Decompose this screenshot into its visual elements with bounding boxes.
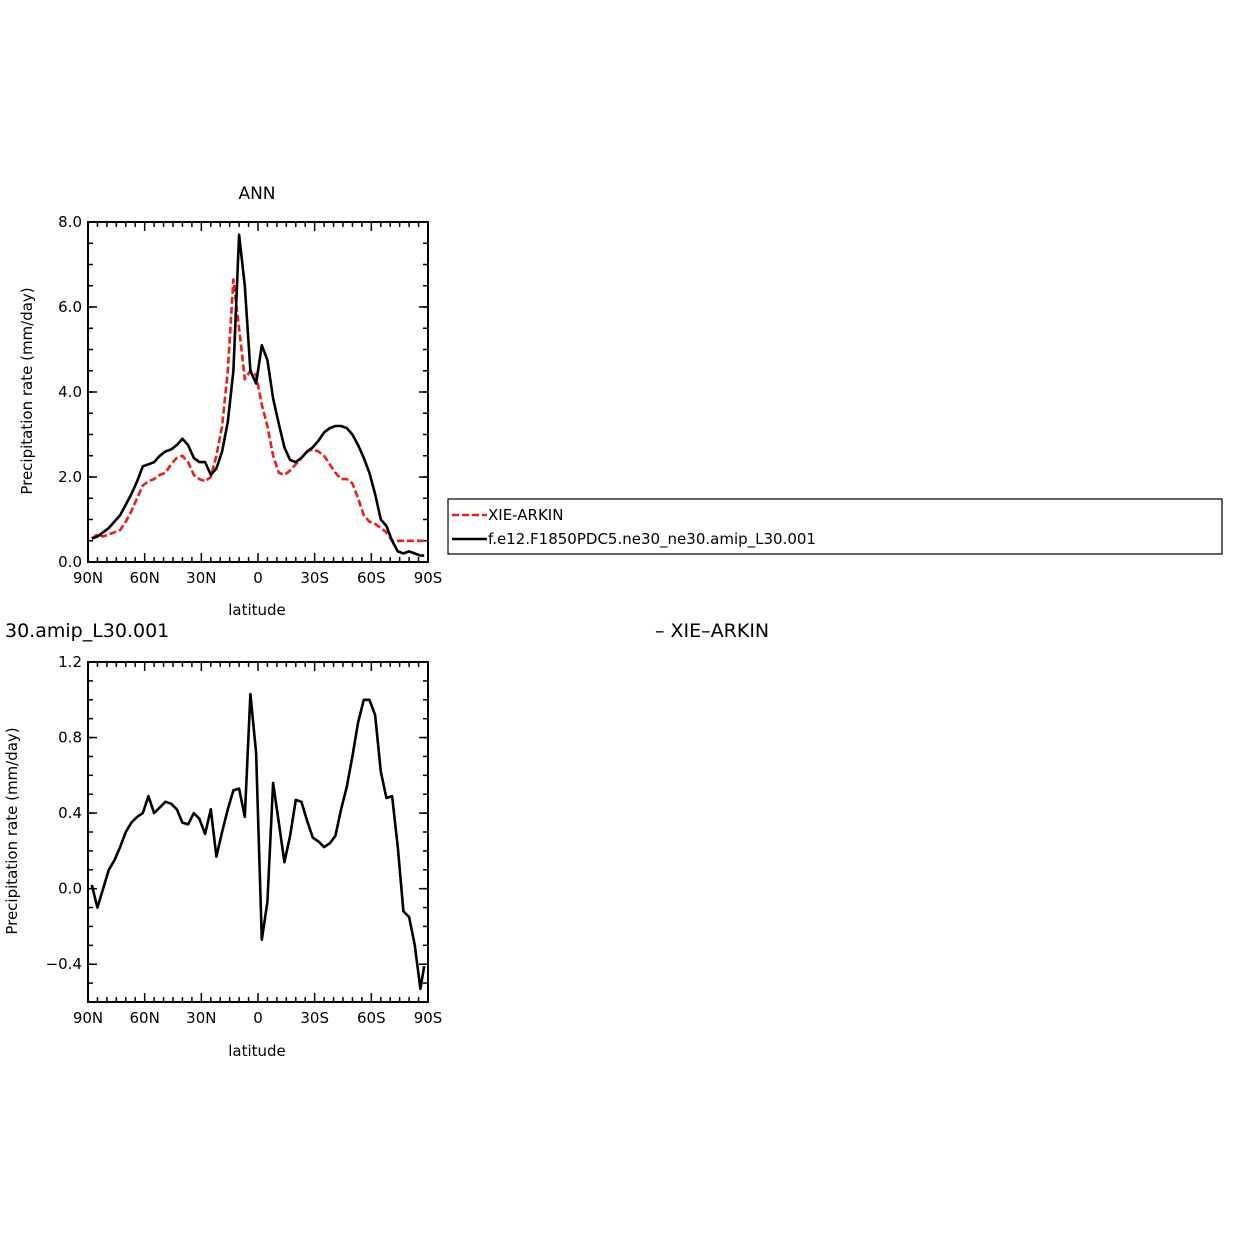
series-line-difference <box>90 692 426 991</box>
x-tick-label: 30S <box>300 1009 329 1027</box>
bottom-plot-title-left: 30.amip_L30.001 <box>5 620 169 642</box>
x-tick-label: 0 <box>253 569 263 587</box>
legend-label-xie-arkin: XIE-ARKIN <box>488 506 563 524</box>
x-tick-label: 60N <box>130 569 160 587</box>
y-tick-label: 0.0 <box>58 553 82 571</box>
bottom-plot-xlabel: latitude <box>228 1042 286 1060</box>
y-tick-label: 0.4 <box>58 804 82 822</box>
top-plot-title: ANN <box>238 184 275 204</box>
legend: XIE-ARKIN f.e12.F1850PDC5.ne30_ne30.amip… <box>447 498 1223 555</box>
y-tick-label: 1.2 <box>58 653 82 671</box>
x-tick-label: 60S <box>357 569 386 587</box>
y-tick-label: 2.0 <box>58 468 82 486</box>
bottom-diff-plot: 30.amip_L30.001 – XIE–ARKIN latitude Pre… <box>3 620 769 1060</box>
x-tick-label: 60N <box>130 1009 160 1027</box>
y-tick-label: 4.0 <box>58 383 82 401</box>
y-tick-label: −0.4 <box>46 955 82 973</box>
x-tick-label: 60S <box>357 1009 386 1027</box>
x-tick-label: 90S <box>414 569 443 587</box>
top-plot-xlabel: latitude <box>228 601 286 619</box>
x-tick-label: 90S <box>414 1009 443 1027</box>
x-tick-label: 0 <box>253 1009 263 1027</box>
legend-label-model: f.e12.F1850PDC5.ne30_ne30.amip_L30.001 <box>488 530 816 549</box>
y-tick-label: 6.0 <box>58 298 82 316</box>
plot-frame <box>87 221 429 563</box>
top-plot-ylabel: Precipitation rate (mm/day) <box>18 287 36 494</box>
x-tick-label: 90N <box>73 1009 103 1027</box>
y-tick-label: 0.8 <box>58 729 82 747</box>
top-precip-plot: ANN latitude Precipitation rate (mm/day)… <box>18 184 442 619</box>
x-tick-label: 30N <box>186 569 216 587</box>
x-tick-label: 90N <box>73 569 103 587</box>
bottom-plot-title-right: – XIE–ARKIN <box>655 620 769 642</box>
series-line-f-e12-f1850pdc5-ne30-ne30-amip-l30-001 <box>91 233 425 557</box>
x-tick-label: 30N <box>186 1009 216 1027</box>
bottom-plot-ylabel: Precipitation rate (mm/day) <box>3 727 21 934</box>
y-tick-label: 8.0 <box>58 213 82 231</box>
series-line-xie-arkin <box>91 278 425 543</box>
legend-box <box>447 498 1223 555</box>
y-tick-label: 0.0 <box>58 880 82 898</box>
x-tick-label: 30S <box>300 569 329 587</box>
